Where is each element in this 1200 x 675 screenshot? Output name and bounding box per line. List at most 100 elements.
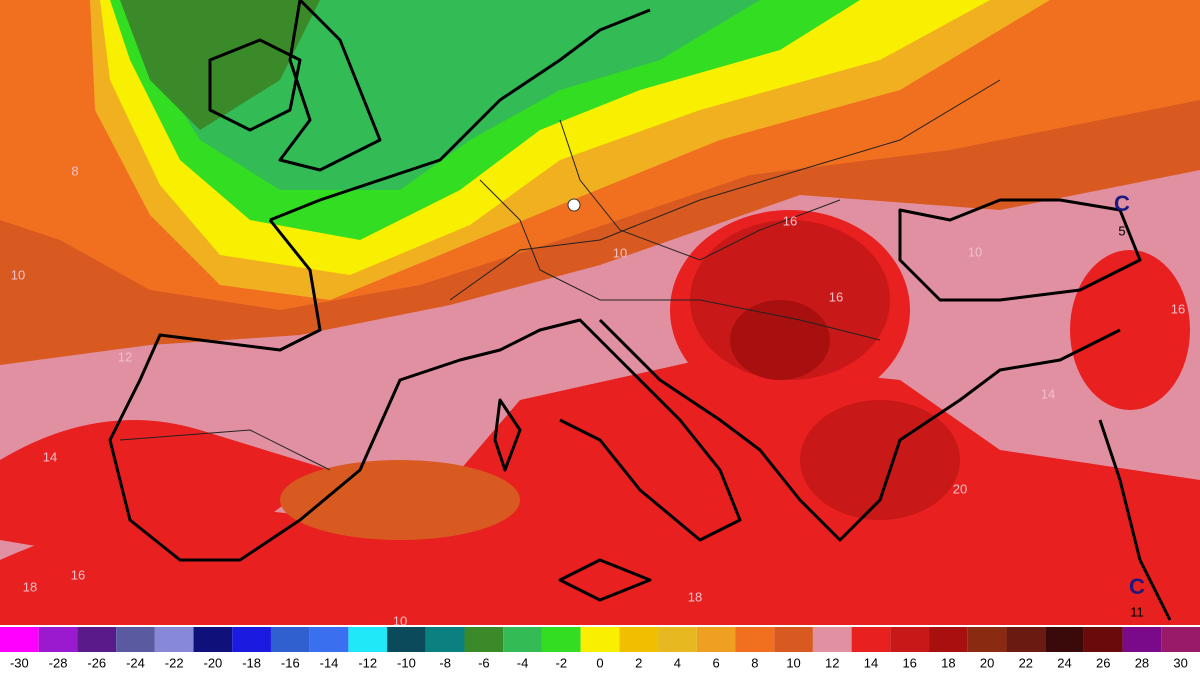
- colorbar-label: 22: [1019, 655, 1033, 670]
- colorbar-swatch: [541, 627, 581, 652]
- colorbar-label: 12: [825, 655, 839, 670]
- contour-label: 20: [953, 481, 967, 496]
- colorbar-label: -14: [320, 655, 339, 670]
- border: [449, 79, 1001, 301]
- borders: [119, 79, 1001, 471]
- contour-label: 12: [118, 349, 132, 364]
- colorbar-label: -16: [281, 655, 300, 670]
- colorbar-swatch: [387, 627, 426, 652]
- colorbar-label: -12: [358, 655, 377, 670]
- colorbar-swatch: [154, 627, 194, 652]
- contour-label: 16: [829, 289, 843, 304]
- colorbar-label: 26: [1096, 655, 1110, 670]
- colorbar-swatch: [774, 627, 813, 652]
- colorbar-label: -8: [439, 655, 451, 670]
- colorbar-label: 24: [1057, 655, 1071, 670]
- coastline: [898, 198, 1142, 302]
- colorbar-label: 2: [635, 655, 642, 670]
- field-16: [800, 400, 960, 520]
- coastlines: [108, 0, 1172, 621]
- contour-label: 14: [1041, 386, 1055, 401]
- colorbar-swatch: [193, 627, 233, 652]
- colorbar-swatch: [1045, 627, 1084, 652]
- contour-label: 10: [393, 613, 407, 628]
- contour-label: 16: [71, 567, 85, 582]
- location-marker: [567, 198, 581, 212]
- field-m6: [120, 0, 320, 130]
- colorbar-label: -6: [478, 655, 490, 670]
- colorbar-swatch: [735, 627, 775, 652]
- contour-label: 11: [1130, 604, 1144, 619]
- colorbar-swatch: [348, 627, 388, 652]
- colorbar-label: 6: [713, 655, 720, 670]
- colorbar-swatch: [929, 627, 968, 652]
- contour-label: C: [1114, 191, 1130, 216]
- colorbar-label: -2: [556, 655, 568, 670]
- colorbar-swatch: [270, 627, 310, 652]
- colorbar-label: -4: [517, 655, 529, 670]
- colorbar-label: 30: [1173, 655, 1187, 670]
- border: [479, 179, 881, 341]
- colorbar-label: -18: [242, 655, 261, 670]
- coastline: [208, 38, 302, 132]
- coastline: [278, 0, 382, 172]
- colorbar-swatch: [503, 627, 542, 652]
- colorbar-swatch: [1083, 627, 1123, 652]
- contour-label: C: [1129, 574, 1145, 599]
- field-10: [280, 460, 520, 540]
- coastline: [1098, 419, 1172, 621]
- colorbar-swatch: [0, 627, 39, 652]
- colorbar-swatch: [1006, 627, 1046, 652]
- colorbar-swatch: [967, 627, 1007, 652]
- colorbar-swatch: [425, 627, 465, 652]
- field-14: [0, 420, 330, 560]
- colorbar-label: 8: [751, 655, 758, 670]
- colorbar: -30 -28 -26 -24 -22 -20 -18 -16 -14 -12 -10 -8 -6 -4-…: [0, 625, 1200, 675]
- coastline: [108, 219, 742, 562]
- colorbar-swatch: [658, 627, 697, 652]
- temperature-field: [0, 0, 1200, 625]
- colorbar-swatch: [464, 627, 504, 652]
- colorbar-label: 20: [980, 655, 994, 670]
- border: [119, 429, 331, 471]
- colorbar-swatch: [619, 627, 659, 652]
- contour-label: 10: [968, 244, 982, 259]
- colorbar-label: -28: [49, 655, 68, 670]
- colorbar-swatch: [1122, 627, 1162, 652]
- border: [559, 119, 841, 261]
- colorbar-label: 28: [1135, 655, 1149, 670]
- contour-label: 5: [1118, 223, 1125, 238]
- coastline: [269, 8, 651, 222]
- contour-label: 18: [23, 579, 37, 594]
- colorbar-swatch: [77, 627, 117, 652]
- colorbar-label: 14: [864, 655, 878, 670]
- coastline: [558, 558, 652, 602]
- colorbar-swatch: [38, 627, 78, 652]
- coastline: [493, 398, 522, 472]
- colorbar-label: 10: [786, 655, 800, 670]
- contour-label: 10: [613, 245, 627, 260]
- field-14: [1070, 250, 1190, 410]
- colorbar-swatch: [1161, 627, 1200, 652]
- colorbar-label: -24: [126, 655, 145, 670]
- colorbar-label: -20: [204, 655, 223, 670]
- colorbar-swatch: [851, 627, 891, 652]
- colorbar-swatch: [116, 627, 155, 652]
- contour-labels: C 5 C 11 16 10 16 18 16 18 10 14 12 8 10 20 14 16 10: [11, 163, 1185, 628]
- colorbar-swatch: [890, 627, 930, 652]
- colorbar-swatch: [696, 627, 736, 652]
- colorbar-label: -30: [10, 655, 29, 670]
- colorbar-swatch: [812, 627, 852, 652]
- contour-label: 16: [1171, 301, 1185, 316]
- colorbar-label: -22: [165, 655, 184, 670]
- colorbar-swatch: [580, 627, 620, 652]
- colorbar-label: 0: [596, 655, 603, 670]
- contour-label: 18: [688, 589, 702, 604]
- contour-label: 8: [71, 163, 78, 178]
- colorbar-label: 16: [902, 655, 916, 670]
- contour-label: 16: [783, 213, 797, 228]
- colorbar-swatch: [232, 627, 271, 652]
- colorbar-label: -26: [87, 655, 106, 670]
- field-18: [730, 300, 830, 380]
